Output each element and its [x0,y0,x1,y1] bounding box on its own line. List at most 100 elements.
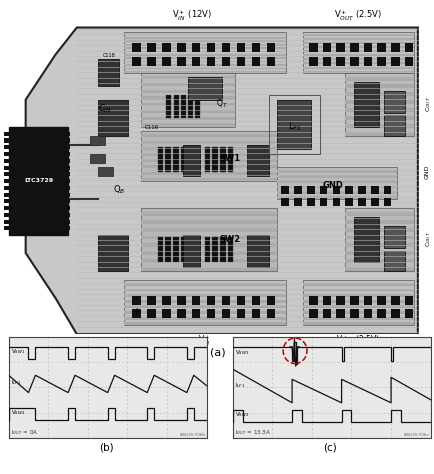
Bar [319,198,327,206]
Bar [141,251,276,255]
Bar [0,192,11,197]
Bar [345,198,352,206]
Bar [322,310,331,319]
Bar [220,237,225,262]
Bar [162,310,170,319]
Bar [141,123,234,127]
Bar [345,100,413,104]
Text: I$_{LF1}$: I$_{LF1}$ [234,381,245,390]
Bar [212,237,217,262]
Bar [345,212,413,216]
Bar [59,152,70,156]
Bar [377,43,385,52]
Bar [132,296,141,305]
Bar [345,108,413,112]
Bar [335,43,344,52]
Bar [166,95,171,118]
Bar [276,186,396,188]
Text: V$_{SW2}$: V$_{SW2}$ [234,410,249,419]
Bar [141,208,276,271]
Bar [59,200,70,203]
Bar [404,57,412,66]
Bar [183,235,200,266]
Text: SW2: SW2 [219,235,240,244]
Bar [276,167,396,199]
Bar [302,322,413,325]
Bar [276,191,396,193]
Bar [247,145,268,176]
Bar [59,159,70,163]
Bar [89,136,104,145]
Bar [357,186,365,194]
Text: Q$_T$: Q$_T$ [215,98,227,110]
Bar [0,132,11,136]
Bar [141,103,234,107]
Bar [345,244,413,247]
Bar [162,296,170,305]
Bar [247,235,268,266]
Bar [345,132,413,136]
Bar [141,147,276,150]
Text: LTC3729: LTC3729 [24,178,53,183]
Bar [207,310,215,319]
Bar [302,300,413,302]
Bar [141,96,234,100]
Bar [266,310,274,319]
Bar [59,145,70,149]
Bar [123,54,285,56]
Text: AN135 F06c: AN135 F06c [403,433,427,437]
Bar [363,296,372,305]
Bar [377,57,385,66]
Bar [220,147,225,172]
Bar [377,296,385,305]
Bar [302,294,413,297]
Bar [177,310,185,319]
Bar [302,42,413,44]
Bar [383,91,404,113]
Bar [132,57,141,66]
Bar [0,227,11,230]
Bar [221,57,230,66]
Text: V$_{SW1}$: V$_{SW1}$ [11,347,25,356]
Bar [227,147,233,172]
Bar [390,57,398,66]
Bar [293,186,301,194]
Bar [309,310,317,319]
Bar [147,43,155,52]
Bar [123,305,285,308]
Bar [123,300,285,302]
Bar [236,310,245,319]
Bar [59,172,70,176]
Bar [141,90,234,93]
Bar [181,147,186,172]
Bar [322,296,331,305]
Bar [363,57,372,66]
Bar [383,116,404,136]
Bar [187,77,221,100]
Bar [276,181,396,183]
Text: (a): (a) [209,347,225,357]
Bar [221,296,230,305]
Bar [345,84,413,88]
Bar [141,259,276,263]
Bar [123,317,285,319]
Bar [162,57,170,66]
Bar [302,311,413,314]
Bar [165,147,171,172]
Bar [123,40,285,42]
Bar [98,59,119,86]
Bar [335,310,344,319]
Bar [353,217,378,262]
Text: I$_{OUT}$ = 0A: I$_{OUT}$ = 0A [11,428,38,437]
Bar [59,192,70,197]
Bar [251,310,260,319]
Bar [363,310,372,319]
Bar [141,228,276,232]
Bar [309,296,317,305]
Bar [357,198,365,206]
Bar [98,100,128,136]
Bar [191,57,200,66]
Bar [335,57,344,66]
Bar [9,127,68,235]
Bar [236,57,245,66]
